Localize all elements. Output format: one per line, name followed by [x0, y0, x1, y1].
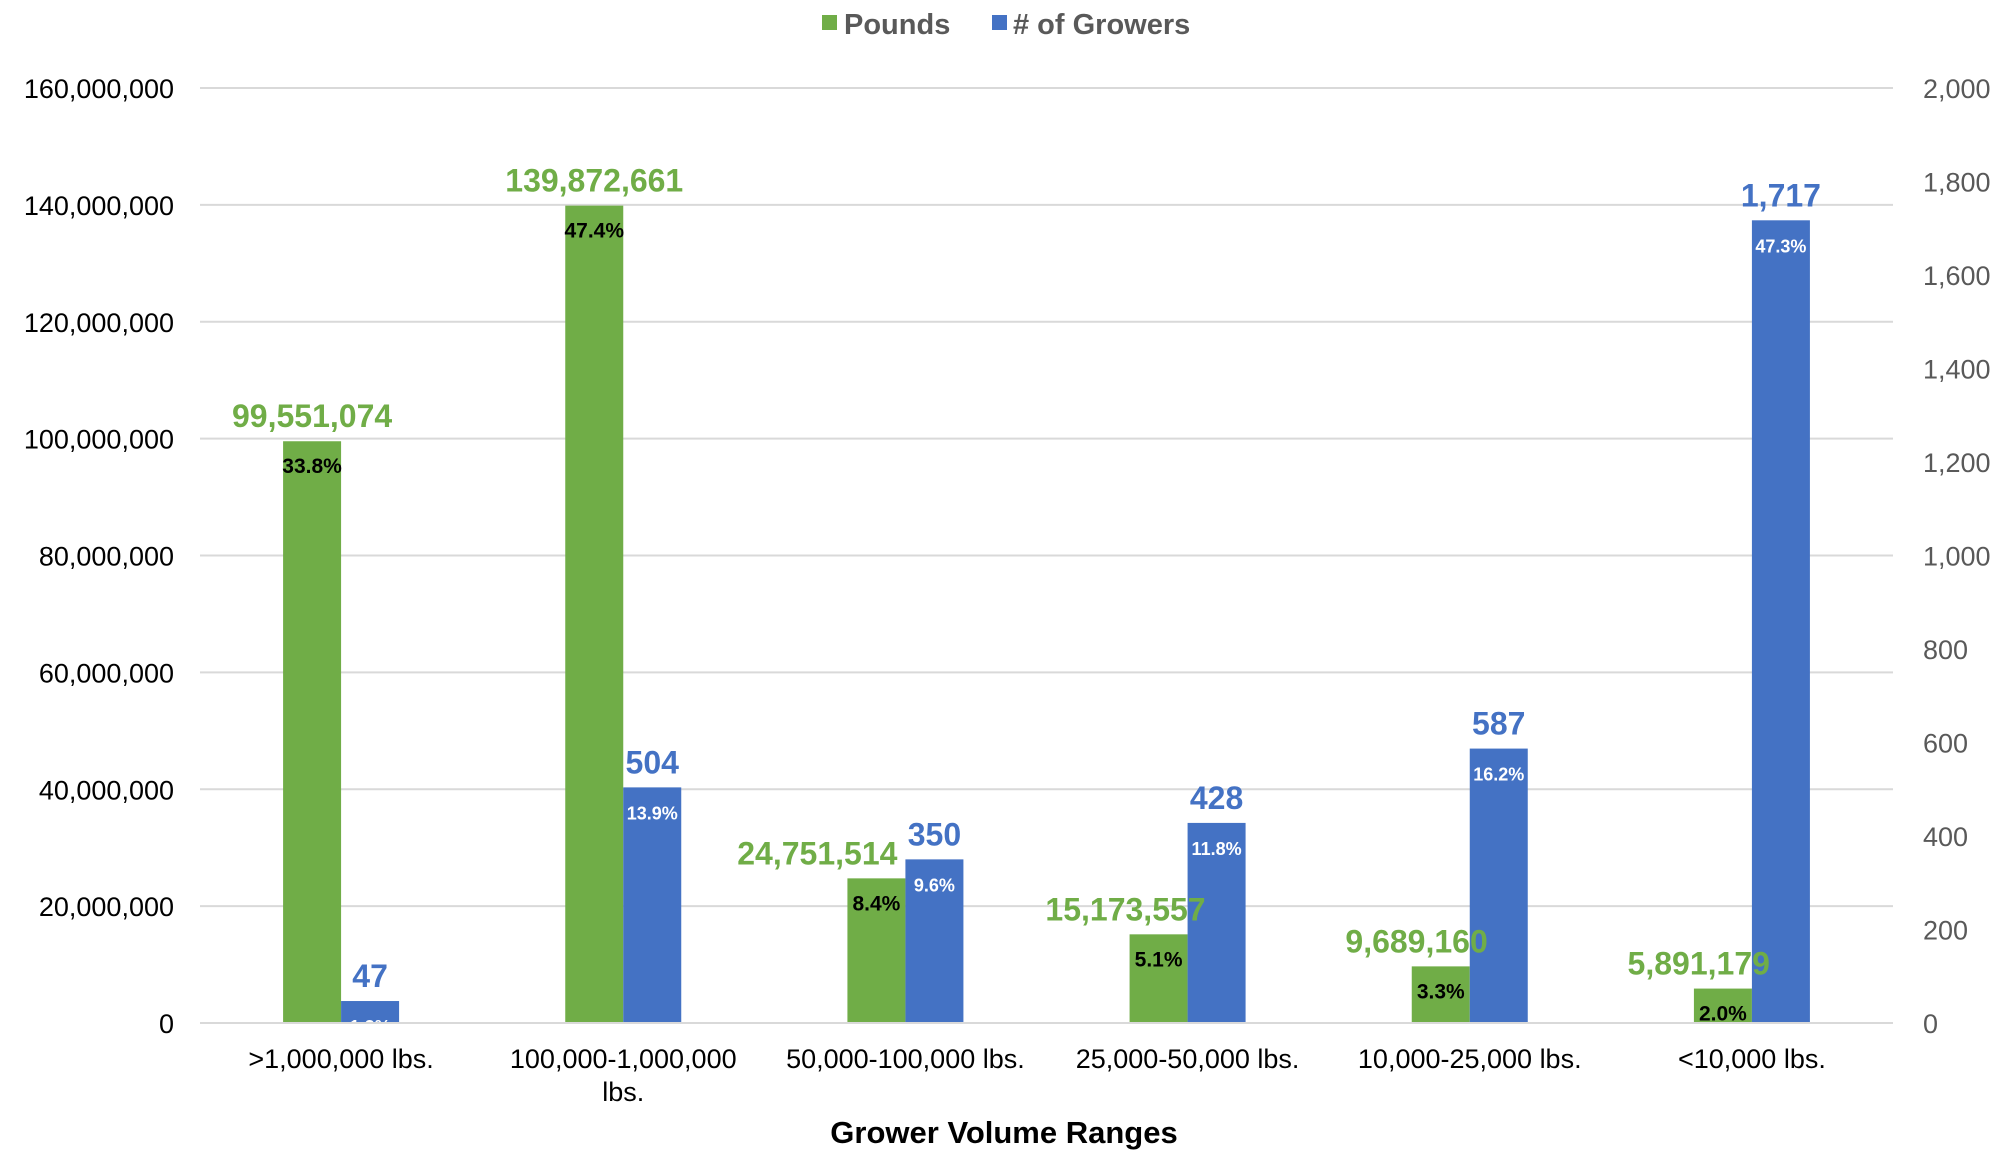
- percent-label: 13.9%: [627, 803, 678, 823]
- x-tick-label: 100,000-1,000,000 lbs.: [510, 1044, 737, 1107]
- y-tick-label: 160,000,000: [24, 74, 174, 104]
- bar-growers: [1751, 220, 1810, 1024]
- y2-tick-label: 1,400: [1923, 355, 1991, 385]
- x-tick-label: >1,000,000 lbs.: [248, 1044, 433, 1074]
- y2-tick-label: 1,000: [1923, 542, 1991, 572]
- value-label: 24,751,514: [737, 835, 897, 871]
- x-tick-label: 25,000-50,000 lbs.: [1076, 1044, 1300, 1074]
- bar-pounds: [1129, 934, 1188, 1023]
- right-y-axis: 0 200 400 600 800 1,000 1,200 1,400 1,600 1,800 2,…: [1923, 74, 1991, 1039]
- value-label: 99,551,074: [232, 398, 392, 434]
- gridlines: [200, 87, 1893, 1024]
- x-axis: >1,000,000 lbs. 100,000-1,000,000 lbs. 50,0…: [200, 1022, 1893, 1107]
- bar-growers: [1469, 748, 1528, 1023]
- bar-growers: [1187, 822, 1246, 1023]
- y2-tick-label: 600: [1923, 729, 1968, 759]
- percent-label: 33.8%: [282, 455, 342, 478]
- y2-tick-label: 1,800: [1923, 168, 1991, 198]
- y2-tick-label: 2,000: [1923, 74, 1991, 104]
- x-tick-label: 50,000-100,000 lbs.: [786, 1044, 1025, 1074]
- y2-tick-label: 200: [1923, 916, 1968, 946]
- value-label: 139,872,661: [505, 163, 683, 199]
- percent-label: 9.6%: [914, 875, 955, 895]
- value-label: 587: [1472, 706, 1525, 742]
- bar-growers: [341, 1001, 400, 1023]
- y-tick-label: 40,000,000: [39, 775, 174, 805]
- bar-growers: [905, 859, 964, 1023]
- bar-pounds: [565, 205, 624, 1023]
- percent-label: 8.4%: [852, 892, 900, 915]
- y-tick-label: 20,000,000: [39, 892, 174, 922]
- percent-label: 47.4%: [564, 220, 624, 243]
- bar-pounds: [1693, 988, 1752, 1023]
- legend: Pounds # of Growers: [822, 9, 1190, 41]
- y-tick-label: 100,000,000: [24, 425, 174, 455]
- value-label: 15,173,557: [1045, 891, 1205, 927]
- value-label: 47: [352, 958, 388, 994]
- value-label: 1,717: [1741, 177, 1821, 213]
- y-tick-label: 0: [159, 1009, 174, 1039]
- y2-tick-label: 1,600: [1923, 261, 1991, 291]
- y2-tick-label: 800: [1923, 635, 1968, 665]
- bar-pounds: [1411, 966, 1470, 1023]
- bar-growers: [623, 787, 682, 1023]
- legend-label-pounds: Pounds: [844, 9, 950, 41]
- value-label: 428: [1190, 780, 1243, 816]
- y-tick-label: 120,000,000: [24, 308, 174, 338]
- value-label: 5,891,179: [1628, 946, 1770, 982]
- legend-label-growers: # of Growers: [1013, 9, 1190, 41]
- bar-pounds: [847, 878, 906, 1023]
- y2-tick-label: 400: [1923, 822, 1968, 852]
- value-label: 350: [908, 816, 961, 852]
- left-y-axis: 0 20,000,000 40,000,000 60,000,000 80,000,00…: [24, 74, 174, 1039]
- percent-label: 5.1%: [1135, 948, 1183, 971]
- percent-label: 11.8%: [1192, 839, 1242, 859]
- value-label: 9,689,160: [1345, 923, 1487, 959]
- value-label: 504: [626, 744, 680, 780]
- percent-label: 47.3%: [1755, 236, 1806, 256]
- x-tick-label: 10,000-25,000 lbs.: [1358, 1044, 1582, 1074]
- x-tick-label: <10,000 lbs.: [1678, 1044, 1826, 1074]
- percent-label: 1.3%: [350, 1017, 391, 1037]
- x-axis-title: Grower Volume Ranges: [830, 1115, 1177, 1150]
- bar-pounds: [283, 441, 342, 1023]
- legend-swatch-growers: [992, 15, 1007, 30]
- y-tick-label: 80,000,000: [39, 542, 174, 572]
- legend-swatch-pounds: [822, 15, 837, 30]
- percent-label: 2.0%: [1699, 1003, 1747, 1026]
- bars: [283, 205, 1810, 1024]
- percent-label: 3.3%: [1417, 980, 1465, 1003]
- data-labels: 99,551,074 33.8% 139,872,661 47.4% 24,751,51…: [232, 163, 1821, 1037]
- y2-tick-label: 0: [1923, 1009, 1938, 1039]
- y-tick-label: 60,000,000: [39, 658, 174, 688]
- y-tick-label: 140,000,000: [24, 191, 174, 221]
- percent-label: 16.2%: [1473, 765, 1524, 785]
- y2-tick-label: 1,200: [1923, 448, 1991, 478]
